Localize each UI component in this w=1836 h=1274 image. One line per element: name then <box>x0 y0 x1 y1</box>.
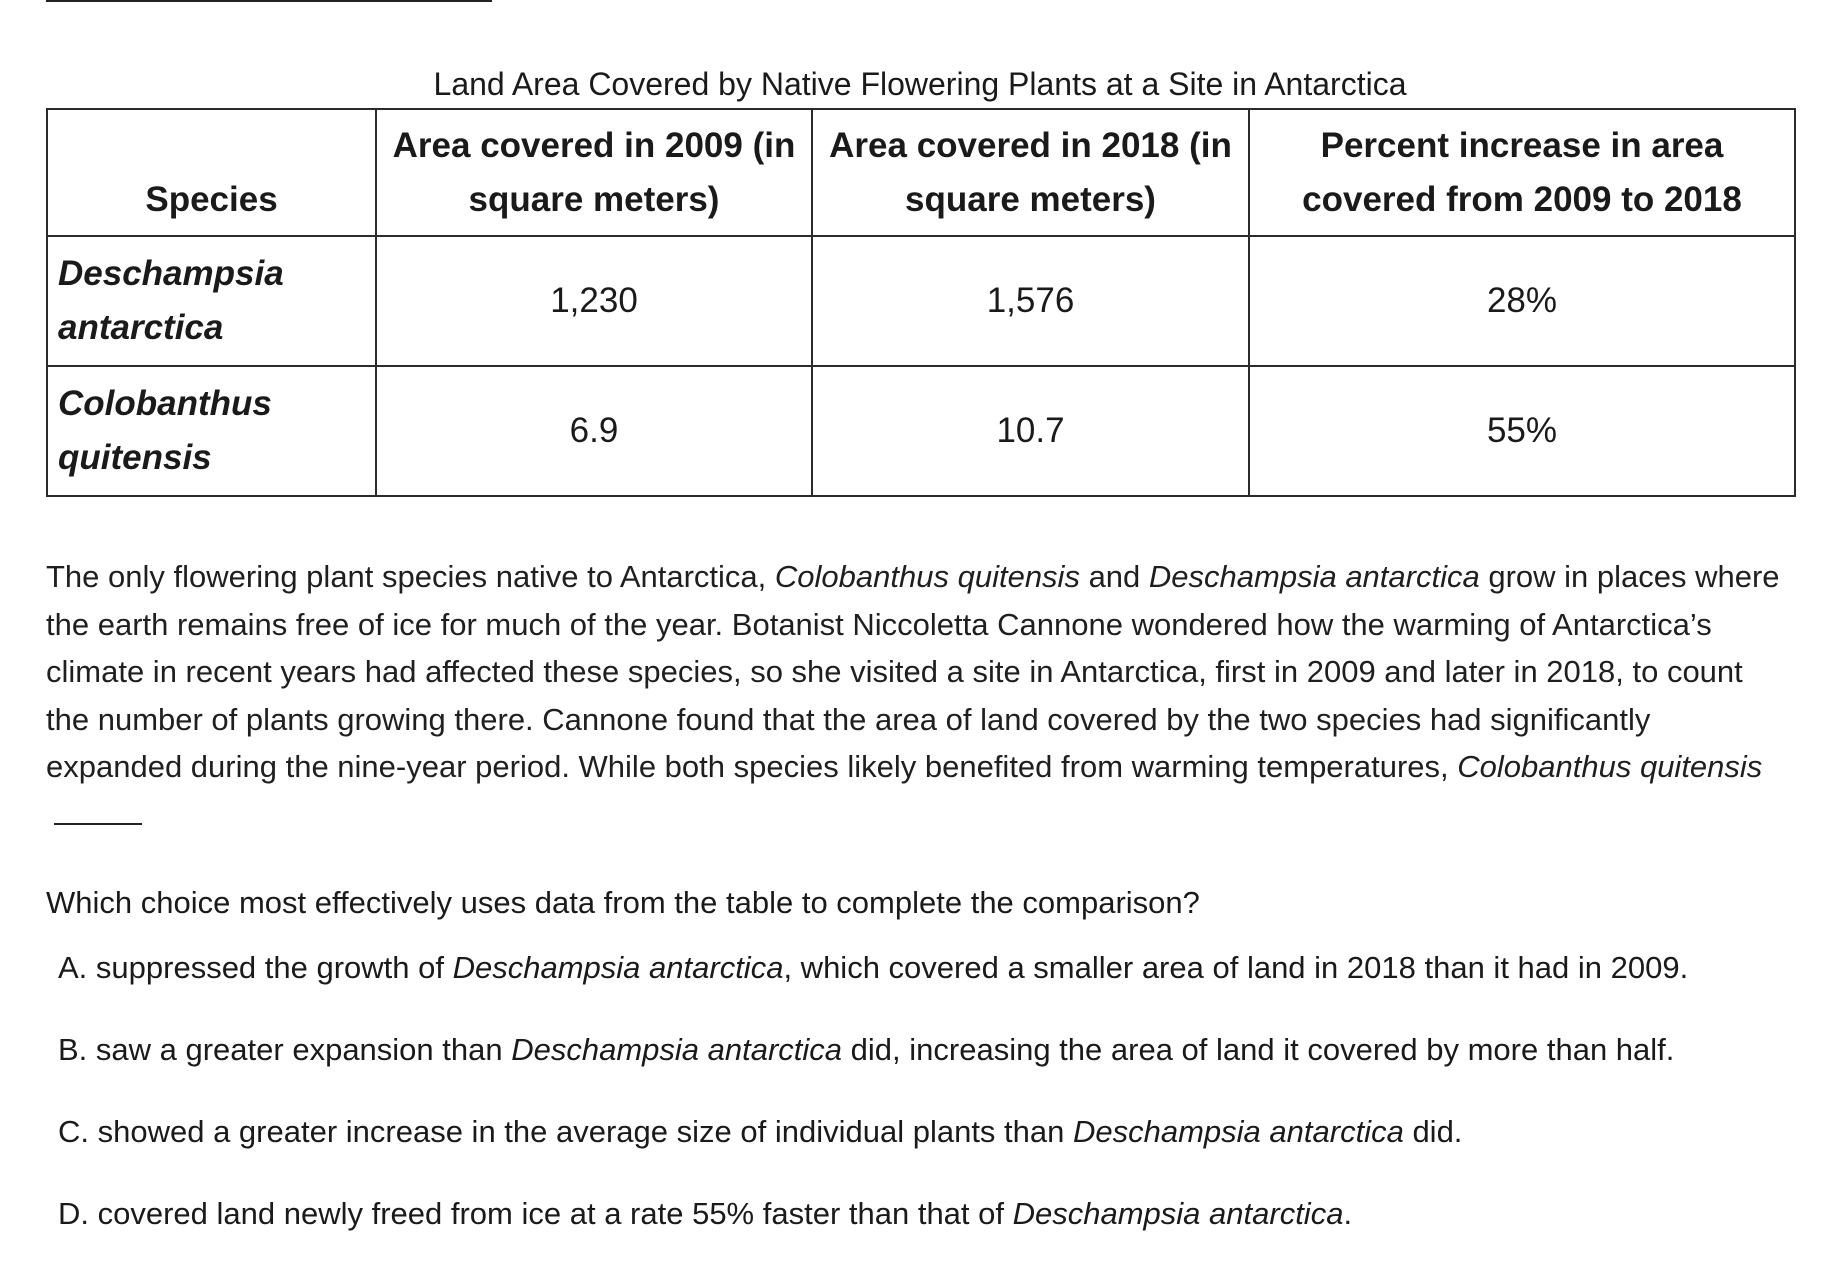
table-header-row: Species Area covered in 2009 (in square … <box>46 108 1796 237</box>
question-prompt: Which choice most effectively uses data … <box>46 885 1200 920</box>
species-cell: Deschampsia antarctica <box>46 235 377 367</box>
choice-b[interactable]: B. saw a greater expansion than Deschamp… <box>58 1032 1675 1067</box>
column-header-percent-increase: Percent increase in area covered from 20… <box>1248 108 1796 237</box>
area-2009-cell: 6.9 <box>375 365 813 497</box>
species-name: Deschampsia antarctica <box>1148 559 1480 594</box>
area-2018-cell: 10.7 <box>811 365 1250 497</box>
area-2018-cell: 1,576 <box>811 235 1250 367</box>
species-name: Colobanthus quitensis <box>774 559 1080 594</box>
answer-blank <box>54 823 142 826</box>
data-table: Species Area covered in 2009 (in square … <box>46 108 1796 497</box>
species-cell: Colobanthus quitensis <box>46 365 377 497</box>
table-caption: Land Area Covered by Native Flowering Pl… <box>433 66 1407 102</box>
table-row: Deschampsia antarctica 1,230 1,576 28% <box>46 235 1796 367</box>
percent-increase-cell: 55% <box>1248 365 1796 497</box>
question-page: Land Area Covered by Native Flowering Pl… <box>46 62 1796 1274</box>
column-header-area-2018: Area covered in 2018 (in square meters) <box>811 108 1250 237</box>
choice-a[interactable]: A. suppressed the growth of Deschampsia … <box>58 950 1689 985</box>
choice-d[interactable]: D. covered land newly freed from ice at … <box>58 1196 1353 1231</box>
area-2009-cell: 1,230 <box>375 235 813 367</box>
table-row: Colobanthus quitensis 6.9 10.7 55% <box>46 365 1796 497</box>
column-header-species: Species <box>46 108 377 237</box>
passage-text: The only flowering plant species native … <box>46 553 1794 838</box>
column-header-area-2009: Area covered in 2009 (in square meters) <box>375 108 813 237</box>
percent-increase-cell: 28% <box>1248 235 1796 367</box>
species-name: Colobanthus quitensis <box>1457 749 1763 784</box>
top-divider <box>46 0 492 2</box>
answer-choices: A. suppressed the growth of Deschampsia … <box>46 946 1794 1274</box>
choice-c[interactable]: C. showed a greater increase in the aver… <box>58 1114 1463 1149</box>
